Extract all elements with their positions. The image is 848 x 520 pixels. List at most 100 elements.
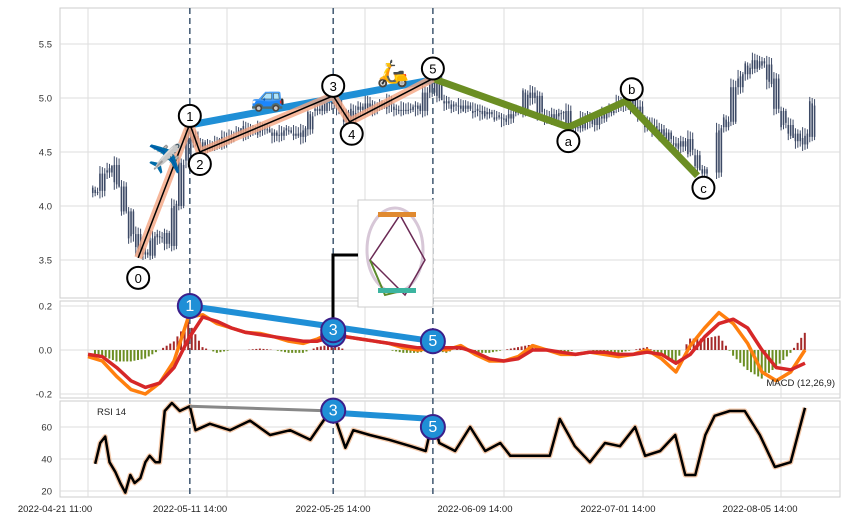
candle-body (326, 101, 328, 111)
candle-body (151, 238, 154, 256)
macd-histogram-bar (789, 350, 792, 353)
candle-body (96, 191, 99, 194)
macd-histogram-bar (509, 348, 512, 350)
candle-body (577, 127, 579, 129)
candle-body (268, 129, 271, 133)
candle-body (201, 142, 204, 150)
candle-body (787, 125, 790, 134)
candle-body (273, 132, 276, 136)
candle-body (758, 61, 761, 68)
macd-wave-point-1-label: 1 (185, 298, 194, 315)
candle-body (134, 234, 137, 248)
macd-histogram-bar (97, 350, 100, 356)
rsi-wave-point-5 (419, 414, 446, 440)
candle-body (417, 105, 419, 109)
y-tick-label: 3.5 (39, 256, 52, 267)
candle-body (357, 106, 359, 110)
candle-body (598, 117, 601, 125)
candle-body (450, 104, 453, 109)
candle-body (424, 92, 426, 111)
candle-body (175, 203, 178, 246)
candle-body (675, 143, 677, 147)
x-tick-label: 2022-07-01 14:00 (580, 504, 655, 515)
candle-body (309, 114, 312, 130)
macd-histogram-bar (219, 350, 222, 353)
candle-body (271, 132, 273, 136)
candle-body (180, 162, 183, 206)
candle-body (483, 110, 486, 117)
candle-body (154, 236, 156, 256)
wave-point-0-label: 0 (135, 271, 142, 286)
macd-histogram-bar (258, 348, 261, 350)
candle-body (761, 61, 763, 66)
wave-point-2-label: 2 (196, 157, 203, 172)
candle-body (718, 130, 720, 173)
wave-point-1-label: 1 (186, 109, 193, 124)
wave-point-a (556, 129, 581, 154)
macd-histogram-bar (642, 347, 645, 350)
candle-body (507, 114, 510, 119)
candle-body (500, 117, 503, 119)
macd-histogram-bar (635, 349, 638, 350)
candle-body (118, 164, 120, 187)
candle-body (613, 110, 615, 114)
macd-histogram-bar (197, 340, 200, 350)
candle-body (287, 130, 290, 132)
candle-body (706, 169, 708, 174)
candle-body (603, 114, 606, 119)
candle-body (409, 108, 412, 110)
macd-histogram-bar (212, 350, 215, 352)
macd-histogram-bar (714, 336, 717, 350)
macd-histogram-bar (405, 350, 408, 353)
macd-histogram-bar (298, 350, 301, 353)
candle-body (479, 110, 481, 113)
candle-body (512, 114, 515, 119)
wave-point-a-label: a (565, 134, 573, 149)
macd-histogram-bar (524, 345, 527, 350)
candle-body (804, 135, 806, 145)
macd-histogram-bar (775, 350, 778, 368)
wave-point-4 (339, 121, 364, 146)
macd-histogram-bar (495, 350, 498, 352)
roller-coaster-track (369, 213, 426, 297)
macd-histogram-bar (305, 350, 308, 352)
macd-histogram-bar (413, 350, 416, 353)
macd-histogram-bar (793, 347, 796, 350)
candle-body (746, 65, 749, 75)
candle-body (321, 105, 324, 111)
candle-body (445, 101, 448, 104)
candle-body (792, 125, 794, 138)
candle-body (555, 114, 558, 121)
macd-histogram-bar (183, 326, 186, 350)
macd-histogram-bar (165, 345, 168, 350)
candle-body (522, 90, 524, 114)
candle-body (737, 78, 739, 88)
candle-body (476, 108, 479, 111)
macd-histogram-bar (316, 347, 319, 350)
candle-body (732, 87, 735, 122)
macd-wave-point-1 (176, 293, 203, 319)
candle-body (715, 132, 718, 173)
candle-body (455, 104, 457, 106)
candle-body (462, 105, 465, 111)
candle-body (744, 63, 747, 75)
rsi-trend-line (333, 409, 434, 422)
candle-body (163, 233, 166, 244)
macd-histogram-bar (93, 350, 96, 355)
macd-histogram-bar (750, 350, 753, 373)
macd-histogram-bar (144, 350, 147, 359)
macd-histogram-bar (326, 344, 329, 350)
macd-histogram-bar (395, 350, 398, 352)
macd-histogram-bar (251, 349, 254, 350)
macd-histogram-bar (710, 337, 713, 350)
candle-body (290, 130, 292, 133)
candle-body (266, 129, 269, 131)
rsi-line (93, 401, 807, 494)
x-tick-label: 2022-05-25 14:00 (295, 504, 370, 515)
candle-body (689, 139, 692, 152)
candle-body (605, 112, 608, 119)
candle-body (687, 139, 689, 155)
macd-histogram-bar (477, 350, 480, 353)
car-icon: 🚙 (251, 81, 286, 113)
